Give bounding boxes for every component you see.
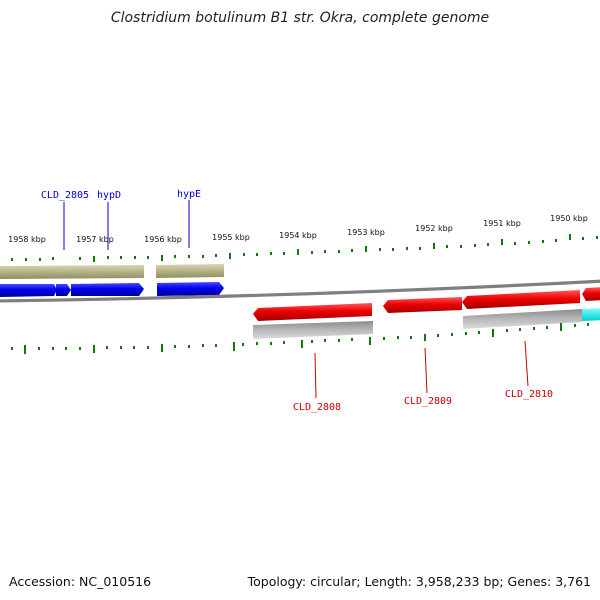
cds-arrow-edge[interactable] [582,287,600,301]
tick-label-1950: 1950 kbp [550,214,588,223]
map-title: Clostridium botulinum B1 str. Okra, comp… [110,10,490,26]
gene-label-hypD[interactable]: hypD [97,190,121,201]
forward-label-leaders [63,200,190,250]
gene-label-clD-2810[interactable]: CLD_2810 [505,389,553,400]
forward-gene-labels: CLD_2805 hypD hypE [41,189,201,201]
forward-gene-block-2[interactable] [156,264,224,278]
tick-label-1954: 1954 kbp [279,231,317,240]
outer-tick-labels: 1958 kbp 1957 kbp 1956 kbp 1955 kbp 1954… [8,214,588,244]
cds-arrow-hypD[interactable] [71,283,144,296]
inner-tick-ruler [11,323,589,354]
cds-arrow-clD-2805[interactable] [0,284,57,297]
forward-strand-features [0,264,224,297]
tick-label-1958: 1958 kbp [8,235,46,244]
highlight-gene-block[interactable] [582,308,600,321]
cds-arrow-clD-2808[interactable] [253,303,372,321]
gene-label-clD-2805[interactable]: CLD_2805 [41,190,89,201]
tick-label-1953: 1953 kbp [347,228,385,237]
reverse-gene-labels: CLD_2808 CLD_2809 CLD_2810 [293,389,553,413]
forward-gene-block-1[interactable] [0,265,144,279]
outer-minor-ticks [11,234,598,262]
tick-label-1955: 1955 kbp [212,233,250,242]
cds-arrow-small[interactable] [56,284,71,296]
cds-arrow-hypE[interactable] [157,282,224,296]
reverse-gene-block-1[interactable] [253,321,373,339]
reverse-strand-features [253,287,600,339]
tick-label-1952: 1952 kbp [415,224,453,233]
accession-text: Accession: NC_010516 [9,574,152,589]
cds-arrow-clD-2809[interactable] [383,297,462,313]
reverse-gene-block-2[interactable] [463,309,582,329]
tick-label-1951: 1951 kbp [483,219,521,228]
reverse-label-leaders [314,340,529,399]
gene-label-hypE[interactable]: hypE [177,189,201,200]
genome-backbone [0,279,600,303]
topology-text: Topology: circular; Length: 3,958,233 bp… [247,574,591,589]
tick-label-1956: 1956 kbp [144,235,182,244]
gene-label-clD-2809[interactable]: CLD_2809 [404,396,452,407]
outer-tick-ruler: 1958 kbp 1957 kbp 1956 kbp 1955 kbp 1954… [8,214,598,262]
tick-label-1957: 1957 kbp [76,235,114,244]
cds-arrow-clD-2810[interactable] [462,290,580,309]
gene-label-clD-2808[interactable]: CLD_2808 [293,402,341,413]
